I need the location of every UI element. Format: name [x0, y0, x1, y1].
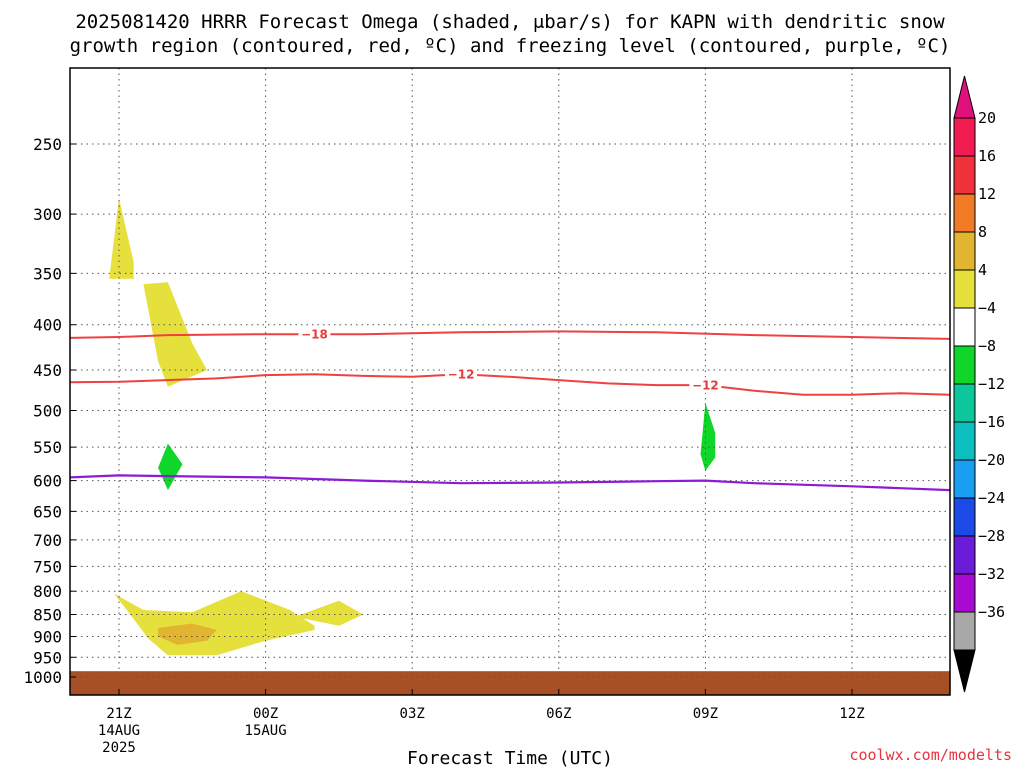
colorbar-label: −20	[978, 451, 1005, 469]
colorbar-swatch	[953, 535, 976, 575]
chart-title-line1: 2025081420 HRRR Forecast Omega (shaded, …	[75, 11, 945, 33]
colorbar-label: −24	[978, 489, 1005, 507]
colorbar-swatch	[953, 117, 976, 157]
y-tick-label: 450	[33, 361, 62, 380]
y-tick-label: 250	[33, 135, 62, 154]
colorbar-swatch	[953, 345, 976, 385]
colorbar-label: 8	[978, 223, 987, 241]
omega-area-2	[158, 443, 183, 491]
colorbar-swatch	[953, 155, 976, 195]
x-tick-label: 14AUG	[98, 723, 140, 739]
y-tick-label: 650	[33, 502, 62, 521]
x-tick-label: 2025	[102, 740, 136, 756]
contour-label-bg	[298, 326, 331, 343]
y-tick-label: 350	[33, 264, 62, 283]
chart-title-line2: growth region (contoured, red, ºC) and f…	[70, 35, 951, 57]
colorbar-label: −16	[978, 413, 1005, 431]
x-tick-label: 21Z	[106, 706, 131, 722]
dgz-contour-line-m12	[70, 373, 950, 396]
y-tick-label: 1000	[23, 668, 62, 687]
colorbar-top-arrow	[953, 75, 976, 119]
colorbar-label: 20	[978, 109, 996, 127]
colorbar-swatch	[953, 383, 976, 423]
colorbar-swatch	[953, 421, 976, 461]
ground-fill	[70, 671, 950, 695]
colorbar-label: 12	[978, 185, 996, 203]
x-tick-label: 03Z	[400, 706, 425, 722]
freezing-level-line	[70, 474, 950, 492]
y-tick-label: 300	[33, 205, 62, 224]
y-tick-label: 900	[33, 627, 62, 646]
colorbar-swatch	[953, 573, 976, 613]
x-tick-label: 09Z	[693, 706, 718, 722]
colorbar-swatch	[953, 193, 976, 233]
y-tick-label: 800	[33, 582, 62, 601]
contour-label: −12	[692, 379, 719, 393]
y-tick-label: 600	[33, 472, 62, 491]
colorbar-label: 4	[978, 261, 987, 279]
plot-frame	[69, 67, 951, 696]
colorbar-swatch	[953, 269, 976, 309]
omega-area-3	[700, 402, 716, 471]
colorbar-label: −4	[978, 299, 996, 317]
colorbar-swatch	[953, 459, 976, 499]
x-tick-label: 12Z	[839, 706, 864, 722]
credit-text: coolwx.com/modelts	[849, 746, 1012, 764]
colorbar-bottom-arrow	[953, 649, 976, 693]
x-axis-label: Forecast Time (UTC)	[407, 748, 613, 768]
y-axis: 250 300 350 400 450 500 550 600 650 700 750 800 850 9…	[23, 135, 76, 687]
y-tick-label: 950	[33, 648, 62, 667]
x-tick-label: 15AUG	[245, 723, 287, 739]
plot-area: −18 −12 −12	[70, 68, 950, 695]
colorbar-label: −12	[978, 375, 1005, 393]
contour-label-bg	[689, 377, 722, 394]
contour-label: −18	[301, 328, 328, 342]
contour-label: −12	[448, 368, 475, 382]
omega-area-4	[114, 591, 315, 656]
colorbar-swatch	[953, 611, 976, 651]
y-tick-label: 700	[33, 531, 62, 550]
x-tick-label: 06Z	[546, 706, 571, 722]
y-tick-label: 550	[33, 438, 62, 457]
omega-area-5	[158, 623, 217, 645]
y-tick-label: 850	[33, 606, 62, 625]
omega-area-0	[109, 198, 134, 279]
x-tick-label: 00Z	[253, 706, 278, 722]
plot-content: −18 −12 −12	[70, 68, 950, 695]
colorbar-label: 16	[978, 147, 996, 165]
y-tick-label: 750	[33, 557, 62, 576]
colorbar: 20 16 12 8 4 −4 −8 −12 −16 −20 −24 −28 −32 −36	[953, 75, 1005, 693]
colorbar-label: −36	[978, 603, 1005, 621]
colorbar-label: −32	[978, 565, 1005, 583]
colorbar-label: −28	[978, 527, 1005, 545]
colorbar-swatch	[953, 497, 976, 537]
contour-label-bg	[445, 366, 478, 383]
omega-area-6	[294, 600, 364, 626]
colorbar-swatch	[953, 307, 976, 347]
colorbar-swatch	[953, 231, 976, 271]
dgz-contour-line-m18	[70, 330, 950, 340]
y-tick-label: 400	[33, 316, 62, 335]
colorbar-label: −8	[978, 337, 996, 355]
y-tick-label: 500	[33, 402, 62, 421]
